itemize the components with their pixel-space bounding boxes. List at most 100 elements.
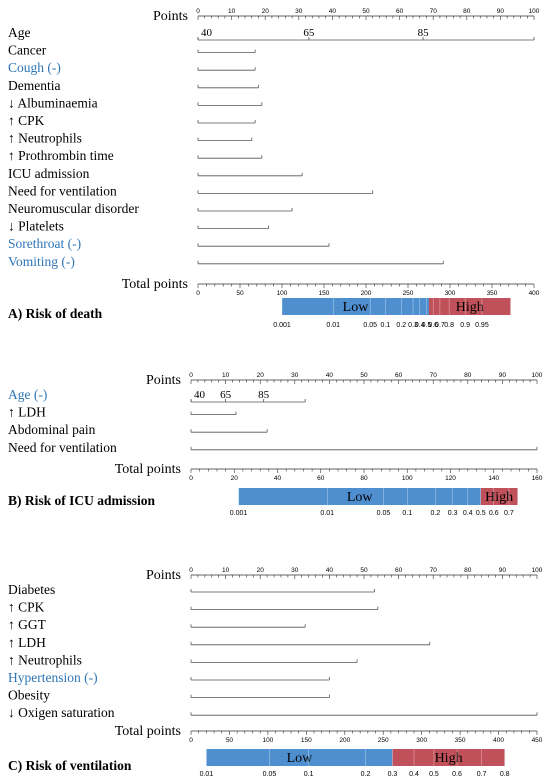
probability-tick-label: 0.8 — [444, 322, 454, 329]
probability-tick-label: 0.3 — [408, 322, 418, 329]
predictor-label: ↑ LDH — [8, 405, 46, 420]
probability-tick-label: 0.1 — [304, 771, 314, 778]
probability-tick-label: 0.05 — [263, 771, 277, 778]
points-tick-label: 10 — [222, 567, 230, 574]
probability-tick-label: 0.5 — [476, 510, 486, 517]
total-points-tick-label: 0 — [189, 475, 193, 482]
probability-tick-label: 0.2 — [396, 322, 406, 329]
probability-tick-label: 0.7 — [435, 322, 445, 329]
nomogram-panel-b: Points 0 10 20 30 40 50 60 70 80 90 100 Age (-) 40 65 8… — [8, 372, 543, 517]
predictor-value-label: 85 — [258, 389, 270, 401]
predictor-row: ↑ LDH — [8, 405, 237, 420]
points-tick-label: 60 — [395, 567, 403, 574]
panel-title: C) Risk of ventilation — [8, 758, 132, 773]
risk-band-label: Low — [347, 490, 374, 505]
predictor-label: Age — [8, 25, 31, 40]
points-tick-label: 0 — [196, 8, 200, 15]
points-tick-label: 40 — [329, 8, 337, 15]
points-tick-label: 40 — [326, 567, 334, 574]
points-axis-label: Points — [153, 9, 188, 24]
total-points-tick-label: 120 — [445, 475, 456, 482]
predictor-label: Abdominal pain — [8, 422, 96, 437]
predictor-label: ↑ Prothrombin time — [8, 148, 114, 163]
total-points-tick-label: 350 — [455, 737, 466, 744]
probability-tick-label: 0.1 — [402, 510, 412, 517]
probability-tick-label: 0.05 — [363, 322, 377, 329]
predictor-value-label: 40 — [194, 389, 206, 401]
probability-tick-label: 0.5 — [429, 771, 439, 778]
predictor-label: Need for ventilation — [8, 440, 117, 455]
total-points-tick-label: 400 — [493, 737, 504, 744]
predictor-value-label: 65 — [220, 389, 232, 401]
points-tick-label: 40 — [326, 372, 334, 379]
probability-tick-label: 0.001 — [230, 510, 248, 517]
points-tick-label: 10 — [228, 8, 236, 15]
predictor-row: Vomiting (-) — [8, 254, 444, 269]
probability-tick-label: 0.3 — [448, 510, 458, 517]
total-points-tick-label: 100 — [402, 475, 413, 482]
predictor-label: Cancer — [8, 43, 47, 58]
predictor-label: ↑ CPK — [8, 600, 45, 615]
points-tick-label: 10 — [222, 372, 230, 379]
risk-band-low — [282, 298, 429, 315]
points-tick-label: 30 — [295, 8, 303, 15]
predictor-label: Need for ventilation — [8, 183, 117, 198]
predictor-row: Sorethroat (-) — [8, 236, 330, 251]
risk-band-label: High — [485, 490, 513, 505]
predictor-row: Need for ventilation — [8, 440, 538, 455]
predictor-label: Hypertension (-) — [8, 670, 98, 685]
predictor-label: ↑ LDH — [8, 635, 46, 650]
risk-band-high — [392, 749, 505, 766]
probability-tick-label: 0.4 — [463, 510, 473, 517]
predictor-row: Abdominal pain — [8, 422, 268, 437]
predictor-label: ↑ GGT — [8, 617, 47, 632]
points-tick-label: 70 — [430, 372, 438, 379]
predictor-label: ↓ Oxigen saturation — [8, 705, 115, 720]
predictor-label: ↓ Platelets — [8, 219, 64, 234]
probability-tick-label: 0.2 — [430, 510, 440, 517]
probability-tick-label: 0.4 — [415, 322, 425, 329]
probability-tick-label: 0.5 — [422, 322, 432, 329]
total-points-tick-label: 50 — [226, 737, 234, 744]
risk-band-label: Low — [287, 751, 314, 766]
predictor-row: ↑ LDH — [8, 635, 431, 650]
total-points-tick-label: 300 — [445, 290, 456, 297]
points-tick-label: 70 — [430, 8, 438, 15]
points-tick-label: 80 — [463, 8, 471, 15]
points-tick-label: 20 — [257, 372, 265, 379]
points-tick-label: 90 — [499, 567, 507, 574]
total-points-tick-label: 160 — [532, 475, 543, 482]
predictor-row: Neuromuscular disorder — [8, 201, 293, 216]
predictor-row: Age (-) 40 65 85 — [8, 387, 306, 403]
probability-tick-label: 0.05 — [377, 510, 391, 517]
points-tick-label: 100 — [529, 8, 540, 15]
points-tick-label: 30 — [291, 567, 299, 574]
predictor-label: ↑ Neutrophils — [8, 652, 82, 667]
points-axis-label: Points — [146, 373, 181, 388]
risk-band-high — [480, 488, 518, 505]
predictor-label: Obesity — [8, 688, 50, 703]
risk-band-label: High — [435, 751, 463, 766]
risk-band-label: High — [456, 300, 484, 315]
points-tick-label: 0 — [189, 372, 193, 379]
points-tick-label: 30 — [291, 372, 299, 379]
probability-tick-label: 0.1 — [380, 322, 390, 329]
total-points-tick-label: 300 — [416, 737, 427, 744]
predictor-row: ↓ Platelets — [8, 219, 269, 234]
probability-tick-label: 0.7 — [504, 510, 514, 517]
panel-title: A) Risk of death — [8, 306, 103, 321]
nomogram-panel-a: Points 0 10 20 30 40 50 60 70 80 90 100 Age 40 65 85 Can… — [8, 8, 540, 329]
points-tick-label: 60 — [395, 372, 403, 379]
probability-tick-label: 0.6 — [489, 510, 499, 517]
points-tick-label: 20 — [257, 567, 265, 574]
probability-tick-label: 0.01 — [320, 510, 334, 517]
probability-tick-label: 0.8 — [500, 771, 510, 778]
predictor-label: ↑ Neutrophils — [8, 131, 82, 146]
predictor-row: Hypertension (-) — [8, 670, 330, 685]
risk-band-label: Low — [343, 300, 370, 315]
points-tick-label: 60 — [396, 8, 404, 15]
predictor-row: Age 40 65 85 — [8, 25, 535, 41]
predictor-row: ↑ Neutrophils — [8, 131, 253, 146]
predictor-row: ↑ CPK — [8, 113, 256, 128]
